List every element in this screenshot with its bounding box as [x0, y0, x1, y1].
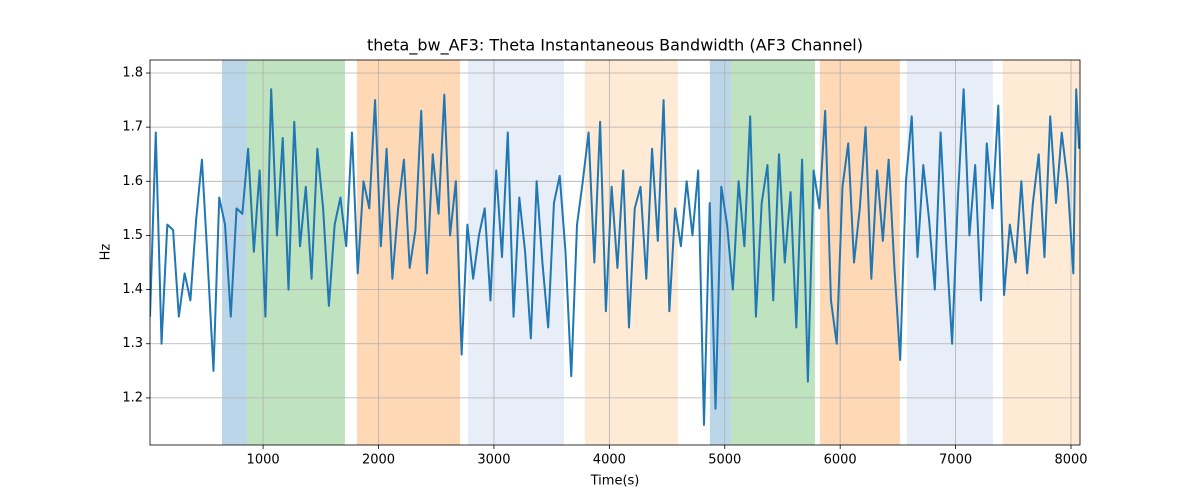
- x-tick-label: 5000: [708, 453, 741, 468]
- x-tick-label: 1000: [247, 453, 280, 468]
- x-tick-label: 3000: [477, 453, 510, 468]
- chart-title: theta_bw_AF3: Theta Instantaneous Bandwi…: [367, 36, 863, 56]
- axes-frame: [149, 59, 1081, 446]
- x-tick-label: 6000: [824, 453, 857, 468]
- x-axis-label: Time(s): [590, 474, 640, 489]
- y-tick-label: 1.5: [122, 228, 143, 243]
- plot-area: [150, 88, 1080, 426]
- y-tick-label: 1.4: [122, 282, 143, 297]
- x-tick-label: 4000: [593, 453, 626, 468]
- y-tick-label: 1.7: [122, 120, 143, 135]
- x-tick-label: 8000: [1054, 453, 1087, 468]
- spans: [222, 60, 1080, 445]
- y-tick-label: 1.6: [122, 174, 143, 189]
- data-line: [150, 88, 1080, 426]
- shaded-span: [906, 60, 993, 445]
- y-tick-label: 1.2: [122, 390, 143, 405]
- x-tick-label: 7000: [939, 453, 972, 468]
- shaded-span: [246, 60, 345, 445]
- ticks: 1000 2000 3000 4000 5000 6000 7000 8000 1.2 1.3 1.…: [122, 65, 1087, 467]
- shaded-span: [730, 60, 815, 445]
- shaded-span: [819, 60, 900, 445]
- x-tick-label: 2000: [362, 453, 395, 468]
- y-tick-label: 1.3: [122, 336, 143, 351]
- y-tick-label: 1.8: [122, 65, 143, 80]
- y-axis-label: Hz: [99, 244, 114, 261]
